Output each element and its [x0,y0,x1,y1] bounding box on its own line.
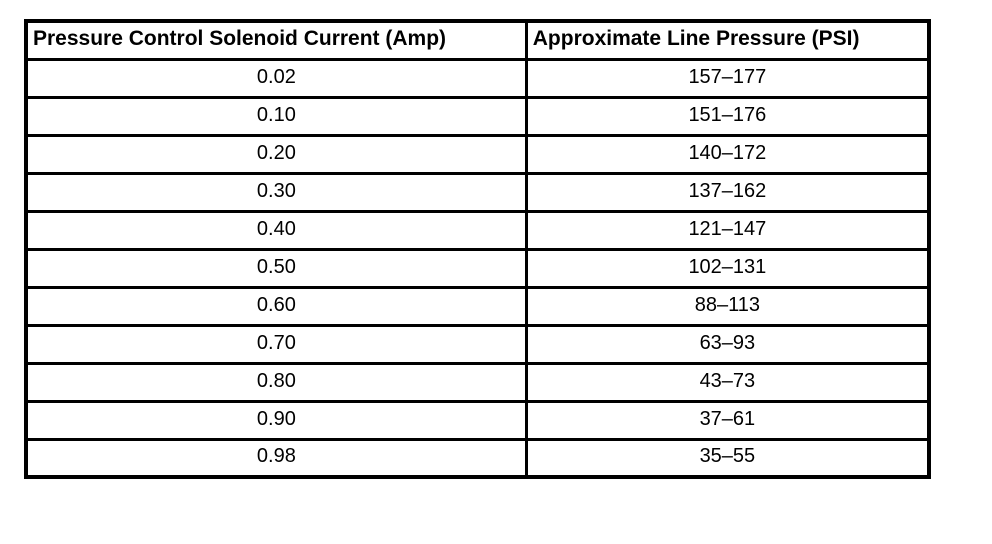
table-row: 0.70 63–93 [24,323,931,365]
line-pressure-cell: 121–147 [524,209,931,251]
table-row: 0.60 88–113 [24,285,931,327]
solenoid-current-cell: 0.90 [24,399,528,441]
table-row: 0.10 151–176 [24,95,931,137]
column-header-solenoid-current: Pressure Control Solenoid Current (Amp) [24,19,528,61]
solenoid-current-cell: 0.20 [24,133,528,175]
solenoid-current-cell: 0.10 [24,95,528,137]
line-pressure-cell: 157–177 [524,57,931,99]
line-pressure-cell: 63–93 [524,323,931,365]
table-body: 0.02 157–177 0.10 151–176 0.20 140–172 0.30 137… [24,57,931,479]
table-row: 0.02 157–177 [24,57,931,99]
line-pressure-cell: 35–55 [524,437,931,479]
line-pressure-cell: 151–176 [524,95,931,137]
table-row: 0.20 140–172 [24,133,931,175]
column-header-line-pressure: Approximate Line Pressure (PSI) [524,19,931,61]
line-pressure-cell: 88–113 [524,285,931,327]
pressure-table: Pressure Control Solenoid Current (Amp) … [24,19,931,479]
solenoid-current-cell: 0.30 [24,171,528,213]
line-pressure-cell: 137–162 [524,171,931,213]
solenoid-current-cell: 0.60 [24,285,528,327]
table-row: 0.98 35–55 [24,437,931,479]
line-pressure-cell: 102–131 [524,247,931,289]
table-row: 0.80 43–73 [24,361,931,403]
solenoid-current-cell: 0.70 [24,323,528,365]
table-row: 0.50 102–131 [24,247,931,289]
line-pressure-cell: 37–61 [524,399,931,441]
line-pressure-cell: 43–73 [524,361,931,403]
solenoid-current-cell: 0.80 [24,361,528,403]
header-row: Pressure Control Solenoid Current (Amp) … [24,19,931,61]
solenoid-current-cell: 0.50 [24,247,528,289]
solenoid-current-cell: 0.40 [24,209,528,251]
table-row: 0.90 37–61 [24,399,931,441]
solenoid-current-cell: 0.98 [24,437,528,479]
table-row: 0.30 137–162 [24,171,931,213]
line-pressure-cell: 140–172 [524,133,931,175]
solenoid-current-cell: 0.02 [24,57,528,99]
table-row: 0.40 121–147 [24,209,931,251]
